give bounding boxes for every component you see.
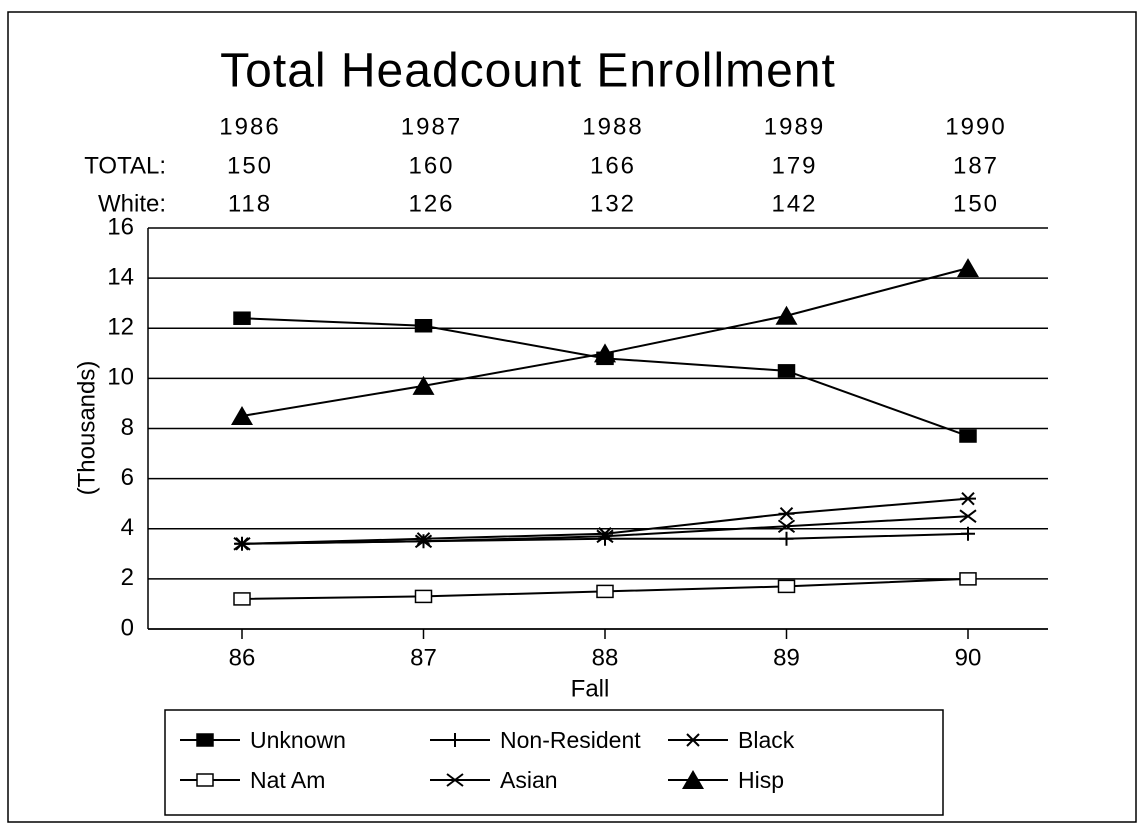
legend-label: Hisp [738, 767, 784, 793]
row-label: TOTAL: [84, 152, 166, 179]
y-tick-label: 16 [107, 213, 134, 240]
x-tick-label: 90 [955, 644, 982, 671]
marker [196, 773, 214, 787]
chart-title: Total Headcount Enrollment [220, 45, 836, 98]
series-line [241, 267, 969, 417]
marker [685, 733, 701, 747]
marker [231, 405, 253, 425]
table-value: 160 [408, 152, 454, 179]
marker [196, 733, 214, 747]
x-tick-label: 89 [773, 644, 800, 671]
marker [414, 589, 433, 604]
y-tick-label: 2 [121, 564, 134, 591]
table-value: 166 [590, 152, 636, 179]
marker [959, 429, 977, 443]
y-tick-label: 0 [121, 614, 134, 641]
marker [778, 507, 795, 521]
legend-label: Nat Am [250, 767, 325, 793]
year-header: 1989 [764, 113, 825, 140]
y-tick-label: 14 [107, 263, 134, 290]
marker [412, 375, 435, 395]
legend-label: Unknown [250, 727, 346, 753]
y-tick-label: 4 [121, 514, 134, 541]
marker [959, 572, 977, 586]
frame [7, 11, 1137, 823]
table-value: 126 [408, 190, 454, 217]
x-tick-label: 88 [592, 644, 619, 671]
y-tick-label: 10 [107, 364, 134, 391]
year-header: 1986 [219, 113, 280, 140]
x-axis-label: Fall [571, 675, 610, 702]
marker [594, 343, 616, 363]
table-value: 150 [227, 152, 273, 179]
table-value: 132 [590, 190, 636, 217]
marker [596, 584, 614, 599]
marker [414, 318, 433, 333]
y-tick-label: 12 [107, 314, 134, 341]
y-tick-label: 8 [121, 414, 134, 441]
marker [779, 531, 794, 546]
marker [414, 534, 433, 549]
legend-label: Asian [500, 767, 558, 793]
marker [596, 529, 614, 544]
marker [775, 305, 798, 325]
table-value: 150 [953, 190, 999, 217]
marker [415, 532, 432, 546]
legend-label: Non-Resident [500, 727, 641, 753]
legend-box [164, 709, 944, 816]
marker [777, 364, 796, 378]
marker [960, 491, 976, 506]
marker [777, 519, 796, 534]
y-tick-label: 6 [121, 464, 134, 491]
row-label: White: [98, 190, 166, 217]
table-value: 118 [228, 190, 272, 217]
table-value: 142 [771, 190, 817, 217]
year-header: 1987 [401, 113, 462, 140]
marker [777, 579, 796, 594]
marker [233, 536, 251, 551]
marker [446, 773, 464, 787]
x-tick-label: 86 [229, 644, 256, 671]
table-value: 179 [771, 152, 817, 179]
marker [233, 311, 251, 325]
year-header: 1990 [945, 113, 1006, 140]
marker [959, 509, 977, 524]
marker [233, 592, 251, 606]
legend-label: Black [738, 727, 795, 753]
series-line [241, 317, 969, 437]
table-value: 187 [953, 152, 999, 179]
y-axis-label: (Thousands) [73, 361, 100, 496]
marker [597, 527, 613, 541]
x-tick-label: 87 [410, 644, 437, 671]
marker [448, 733, 462, 747]
marker [957, 258, 979, 278]
year-header: 1988 [582, 113, 643, 140]
marker [682, 770, 704, 789]
marker [961, 526, 975, 541]
